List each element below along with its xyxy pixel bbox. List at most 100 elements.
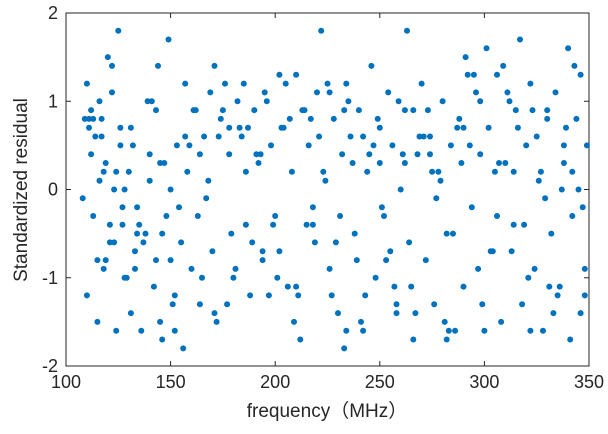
- data-point: [424, 107, 431, 114]
- data-point: [330, 115, 337, 122]
- data-point: [217, 115, 224, 122]
- data-point: [117, 142, 124, 149]
- y-tick-label: -2: [42, 356, 58, 376]
- data-point: [404, 27, 410, 34]
- data-point: [146, 151, 153, 158]
- data-point: [86, 124, 92, 131]
- data-point: [341, 107, 348, 114]
- data-point: [567, 336, 574, 343]
- x-tick-label: 250: [365, 372, 395, 392]
- data-point: [234, 98, 241, 105]
- data-point: [251, 107, 258, 114]
- data-point: [473, 89, 479, 96]
- data-point: [328, 292, 335, 299]
- data-point: [255, 160, 262, 166]
- data-point: [163, 213, 170, 219]
- data-point: [171, 327, 178, 334]
- data-point: [132, 248, 138, 255]
- data-point: [230, 274, 237, 281]
- y-tick-label: 2: [48, 3, 58, 23]
- data-point: [494, 213, 500, 219]
- data-point: [293, 71, 300, 78]
- data-point: [355, 107, 362, 114]
- data-point: [560, 142, 567, 149]
- data-point: [483, 45, 490, 52]
- data-point: [153, 107, 159, 114]
- data-point: [257, 151, 264, 158]
- data-point: [157, 160, 164, 166]
- data-point: [167, 257, 174, 264]
- data-point: [406, 239, 413, 246]
- data-point: [155, 62, 161, 69]
- data-point: [548, 230, 555, 237]
- data-point: [468, 204, 475, 211]
- data-point: [113, 327, 120, 334]
- data-point: [343, 327, 350, 334]
- data-point: [134, 204, 141, 211]
- data-point: [100, 168, 107, 175]
- data-point: [316, 133, 323, 140]
- data-point: [464, 71, 471, 78]
- data-point: [136, 221, 143, 228]
- data-point: [265, 292, 272, 299]
- data-point: [401, 160, 408, 166]
- data-point: [132, 265, 138, 272]
- data-point: [514, 124, 521, 131]
- data-point: [410, 107, 417, 114]
- data-point: [211, 62, 218, 69]
- data-point: [159, 230, 166, 237]
- data-point: [360, 133, 367, 140]
- data-point: [508, 248, 515, 255]
- data-point: [326, 89, 333, 96]
- data-point: [83, 292, 90, 299]
- data-point: [293, 283, 300, 290]
- data-point: [86, 115, 92, 122]
- data-point: [165, 36, 172, 43]
- data-point: [100, 265, 107, 272]
- data-point: [274, 274, 281, 281]
- data-point: [268, 142, 274, 149]
- data-point: [372, 274, 379, 281]
- data-point: [169, 301, 176, 308]
- data-point: [209, 248, 216, 255]
- data-point: [297, 336, 304, 343]
- data-point: [96, 177, 103, 184]
- data-point: [188, 265, 195, 272]
- data-point: [190, 107, 197, 114]
- data-point: [242, 221, 249, 228]
- data-point: [115, 27, 122, 34]
- x-tick-label: 300: [469, 372, 499, 392]
- data-point: [92, 133, 99, 140]
- data-point: [98, 115, 105, 122]
- x-axis-ticks: 100 150 200 250 300 350: [51, 13, 604, 392]
- data-point: [94, 318, 101, 325]
- data-point: [111, 239, 118, 246]
- data-point: [102, 160, 109, 166]
- data-point: [527, 327, 534, 334]
- data-point: [510, 221, 517, 228]
- data-point: [211, 310, 218, 317]
- data-point: [447, 142, 454, 149]
- data-point: [517, 36, 523, 43]
- data-point: [201, 133, 208, 140]
- data-point: [121, 186, 128, 193]
- data-point: [364, 168, 371, 175]
- data-point: [466, 142, 473, 149]
- data-point: [420, 133, 427, 140]
- data-point: [460, 124, 467, 131]
- data-point: [282, 80, 289, 87]
- data-point: [381, 213, 387, 219]
- data-point: [569, 213, 576, 219]
- data-point: [79, 195, 86, 202]
- data-point: [249, 239, 256, 246]
- data-point: [452, 327, 459, 334]
- data-point: [521, 221, 528, 228]
- data-point: [307, 115, 314, 122]
- data-point: [322, 177, 329, 184]
- data-point: [366, 151, 373, 158]
- data-point: [412, 310, 419, 317]
- data-point: [462, 54, 469, 61]
- data-point: [90, 213, 97, 219]
- data-point: [309, 204, 316, 211]
- data-point: [270, 221, 277, 228]
